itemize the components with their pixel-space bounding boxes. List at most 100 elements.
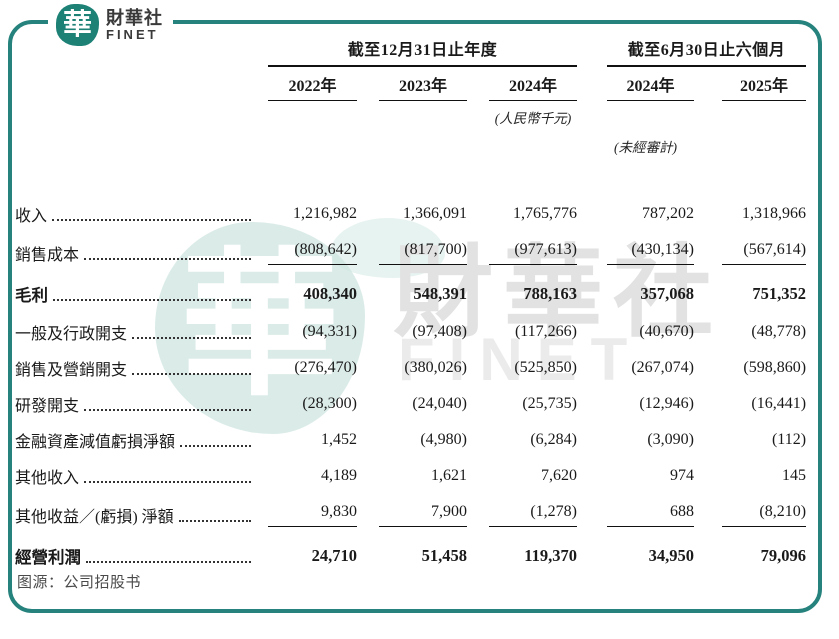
value-cell: 751,352 xyxy=(752,283,807,303)
value-cell: (267,074) xyxy=(631,359,694,376)
value-cell: 7,620 xyxy=(541,467,577,484)
period-header-interim: 截至6月30日止六個月 xyxy=(607,36,807,67)
value-cell: (24,040) xyxy=(412,395,467,412)
finet-logo-name-cn: 財華社 xyxy=(106,7,163,28)
year-header: 2024年 xyxy=(489,72,577,101)
year-header-row: 2022年 2023年 2024年 2024年 2025年 xyxy=(15,69,815,103)
row-label: 銷售及營銷開支 xyxy=(15,362,128,379)
row-label: 金融資產減值虧損淨額 xyxy=(15,434,176,451)
period-header-row: 截至12月31日止年度 截至6月30日止六個月 xyxy=(15,34,815,69)
row-label: 銷售成本 xyxy=(15,246,80,264)
value-cell: (1,278) xyxy=(489,503,577,527)
value-cell: 787,202 xyxy=(642,205,694,222)
value-cell: (28,300) xyxy=(302,395,357,412)
value-cell: 79,096 xyxy=(760,545,807,565)
value-cell: (977,613) xyxy=(489,241,577,265)
spacer-row xyxy=(15,161,815,196)
dot-leader xyxy=(86,560,251,563)
value-cell: (12,946) xyxy=(639,395,694,412)
finet-logo-name-en: FINET xyxy=(106,27,159,43)
value-cell: (598,860) xyxy=(743,359,807,376)
table-row-impairment-losses: 金融資產減值虧損淨額 1,452 (4,980) (6,284) (3,090)… xyxy=(15,422,815,458)
value-cell: (567,614) xyxy=(722,241,807,265)
value-cell: (525,850) xyxy=(514,359,577,376)
row-label: 毛利 xyxy=(15,285,48,305)
value-cell: 7,900 xyxy=(379,503,467,527)
value-cell: (40,670) xyxy=(639,323,694,340)
card-border xyxy=(8,20,822,613)
value-cell: (48,778) xyxy=(751,323,807,340)
dot-leader xyxy=(132,337,251,339)
table-row-rd-expenses: 研發開支 (28,300) (24,040) (25,735) (12,946)… xyxy=(15,386,815,422)
table-row-other-gains-losses: 其他收益／(虧損) 淨額 9,830 7,900 (1,278) 688 (8,… xyxy=(15,494,815,535)
table-row-other-income: 其他收入 4,189 1,621 7,620 974 145 xyxy=(15,458,815,494)
dot-leader xyxy=(84,257,251,260)
year-header: 2023年 xyxy=(379,72,467,101)
dot-leader xyxy=(84,409,251,411)
dot-leader xyxy=(52,219,251,221)
value-cell: 788,163 xyxy=(523,283,577,303)
table-row-gross-profit: 毛利 408,340 548,391 788,163 357,068 751,3… xyxy=(15,273,815,314)
value-cell: 4,189 xyxy=(321,467,357,484)
table-row-cost-of-sales: 銷售成本 (808,642) (817,700) (977,613) (430,… xyxy=(15,232,815,273)
value-cell: (117,266) xyxy=(514,323,577,340)
finet-logo-icon: 華 xyxy=(56,4,99,46)
value-cell: (276,470) xyxy=(294,359,357,376)
table-row-selling-expenses: 銷售及營銷開支 (276,470) (380,026) (525,850) (2… xyxy=(15,350,815,386)
value-cell: (817,700) xyxy=(379,241,467,265)
row-label: 一般及行政開支 xyxy=(15,326,128,343)
value-cell: (112) xyxy=(771,431,807,448)
value-cell: 1,621 xyxy=(431,467,467,484)
value-cell: (380,026) xyxy=(404,359,467,376)
value-cell: (16,441) xyxy=(751,395,807,412)
value-cell: 974 xyxy=(670,467,694,484)
dot-leader xyxy=(178,519,251,522)
value-cell: 408,340 xyxy=(303,283,357,303)
row-label: 其他收益／(虧損) 淨額 xyxy=(15,508,174,526)
value-cell: 24,710 xyxy=(311,545,357,565)
value-cell: 51,458 xyxy=(421,545,467,565)
source-note: 图源：公司招股书 xyxy=(17,574,142,591)
finet-logo-text: 財華社 FINET xyxy=(106,8,163,43)
value-cell: 119,370 xyxy=(524,545,577,565)
period-header-annual: 截至12月31日止年度 xyxy=(268,36,577,67)
value-cell: (8,210) xyxy=(722,503,807,527)
value-cell: 357,068 xyxy=(640,283,694,303)
row-label: 研發開支 xyxy=(15,398,80,415)
dot-leader xyxy=(180,445,251,447)
dot-leader xyxy=(53,298,251,301)
financial-table: 截至12月31日止年度 截至6月30日止六個月 2022年 2023年 2024… xyxy=(15,34,815,576)
table-row-admin-expenses: 一般及行政開支 (94,331) (97,408) (117,266) (40,… xyxy=(15,314,815,350)
row-label: 收入 xyxy=(15,208,48,225)
value-cell: 1,452 xyxy=(321,431,357,448)
year-header: 2024年 xyxy=(607,72,694,101)
dot-leader xyxy=(132,373,251,375)
value-cell: 1,765,776 xyxy=(513,205,577,222)
finet-logo-char: 華 xyxy=(62,8,92,41)
row-label: 經營利潤 xyxy=(15,547,81,567)
year-header: 2022年 xyxy=(268,72,357,101)
value-cell: (94,331) xyxy=(302,323,357,340)
year-header: 2025年 xyxy=(722,72,807,101)
value-cell: (3,090) xyxy=(647,431,694,448)
unit-note-row: (人民幣千元) xyxy=(15,103,815,131)
value-cell: (25,735) xyxy=(522,395,577,412)
value-cell: (6,284) xyxy=(530,431,577,448)
value-cell: (430,134) xyxy=(607,241,694,265)
value-cell: 688 xyxy=(607,503,694,527)
value-cell: 9,830 xyxy=(268,503,357,527)
value-cell: 34,950 xyxy=(648,545,694,565)
value-cell: 1,216,982 xyxy=(293,205,357,222)
unit-note: (人民幣千元) xyxy=(494,111,572,126)
unaudited-note-row: (未經審計) xyxy=(15,131,815,161)
value-cell: 548,391 xyxy=(413,283,467,303)
table-row-revenue: 收入 1,216,982 1,366,091 1,765,776 787,202… xyxy=(15,196,815,232)
value-cell: (4,980) xyxy=(420,431,467,448)
finet-logo: 華 財華社 FINET xyxy=(48,0,173,50)
value-cell: 145 xyxy=(782,467,807,484)
value-cell: (808,642) xyxy=(268,241,357,265)
value-cell: 1,318,966 xyxy=(742,205,807,222)
unaudited-note: (未經審計) xyxy=(614,140,677,155)
value-cell: 1,366,091 xyxy=(403,205,467,222)
